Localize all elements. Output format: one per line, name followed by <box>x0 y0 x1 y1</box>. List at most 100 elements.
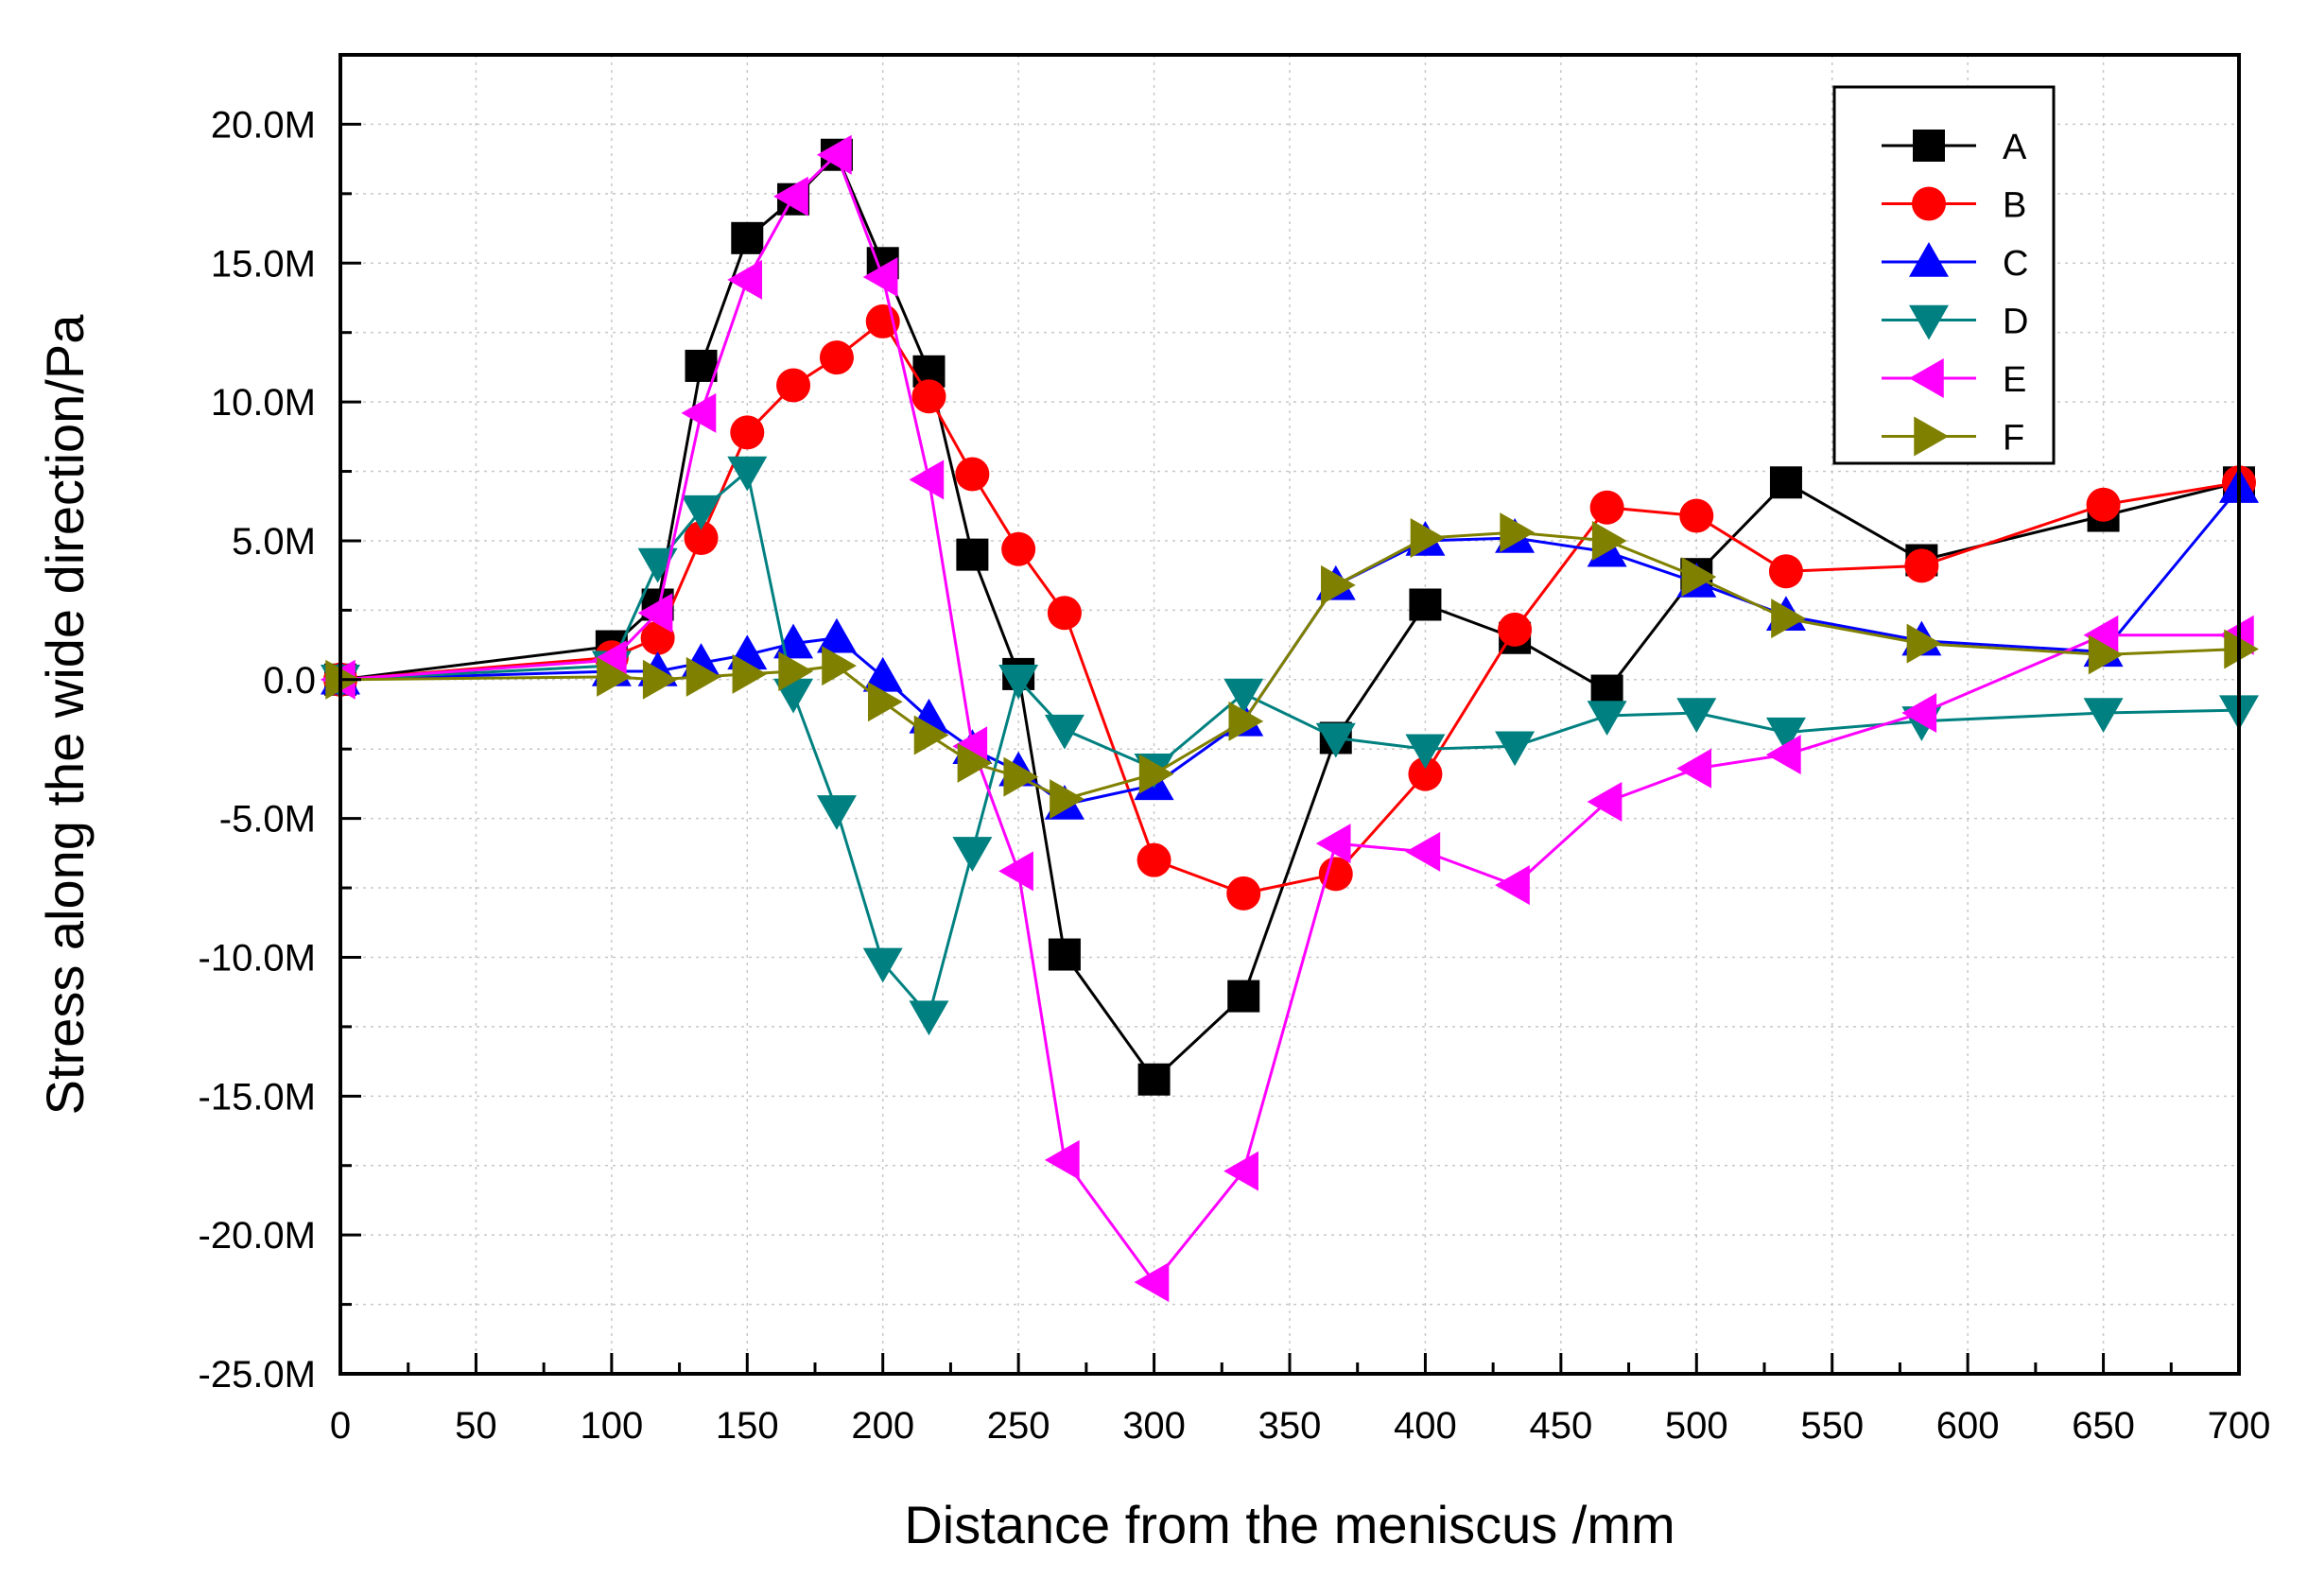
legend-label-a: A <box>2003 128 2027 167</box>
series-f-point <box>642 659 678 700</box>
series-a-point <box>731 221 764 254</box>
series-d-point <box>862 947 903 983</box>
y-tick-label: -10.0M <box>199 937 317 979</box>
series-d-point <box>952 837 993 872</box>
x-tick-label: 300 <box>1122 1405 1186 1447</box>
x-tick-label: 650 <box>2072 1405 2135 1447</box>
x-tick-label: 200 <box>851 1405 914 1447</box>
legend-item-e: E <box>1882 358 2026 400</box>
series-f-point <box>1410 518 1446 559</box>
legend-item-c: C <box>1882 242 2028 284</box>
series-b-point <box>1137 842 1171 877</box>
series-e-point <box>2083 615 2119 655</box>
x-tick-label: 100 <box>580 1405 643 1447</box>
x-tick-label: 700 <box>2208 1405 2271 1447</box>
series-a-point <box>956 538 989 571</box>
series-e-point <box>1315 824 1351 864</box>
legend-item-d: D <box>1882 303 2028 342</box>
legend-marker-a <box>1913 130 1945 162</box>
series-d-point <box>2083 698 2124 734</box>
series-b-point <box>1904 548 1939 583</box>
legend-label-b: B <box>2003 186 2026 226</box>
series-f-point <box>1591 520 1627 561</box>
y-tick-label: -15.0M <box>199 1076 317 1118</box>
legend-label-f: F <box>2003 419 2024 459</box>
x-tick-label: 50 <box>455 1405 497 1447</box>
x-tick-label: 0 <box>330 1405 351 1447</box>
series-a-point <box>1137 1063 1171 1096</box>
legend-marker-d <box>1909 304 1949 340</box>
series-d-point <box>727 456 768 492</box>
x-tick-label: 450 <box>1529 1405 1592 1447</box>
series-b-point <box>1226 876 1261 911</box>
x-axis-title: Distance from the meniscus /mm <box>904 1495 1675 1554</box>
series-f-point <box>2224 629 2259 669</box>
y-tick-label: -5.0M <box>219 799 316 841</box>
y-tick-labels: -25.0M -20.0M -15.0M -10.0M -5.0M 0.0 5.0M 10.0… <box>199 104 317 1396</box>
series-e-point <box>681 392 717 433</box>
series-e-point <box>816 134 852 175</box>
legend-item-a: A <box>1882 128 2027 167</box>
series-e-point <box>637 593 673 633</box>
series-f <box>325 512 2259 820</box>
y-tick-label: 10.0M <box>211 382 316 424</box>
x-tick-label: 250 <box>987 1405 1050 1447</box>
series-d-point <box>998 665 1039 700</box>
series-b-point <box>955 457 990 492</box>
series-f-point <box>685 656 721 697</box>
series-f-point <box>1906 623 1942 664</box>
series-e-point <box>1044 1139 1080 1180</box>
axis-ticks <box>338 53 2241 1376</box>
series-f-point <box>732 653 768 694</box>
y-tick-label: -25.0M <box>199 1354 317 1396</box>
series-b-point <box>911 379 946 414</box>
series-e-point <box>1405 831 1441 872</box>
series-a-point <box>1769 466 1802 499</box>
series-b-point <box>2086 487 2121 522</box>
series-e-point <box>773 176 808 217</box>
y-tick-label: 5.0M <box>232 521 316 563</box>
legend-marker-b <box>1912 186 1946 221</box>
legend-marker-c <box>1909 242 1949 277</box>
series-d-point <box>1405 734 1446 770</box>
series-b-point <box>1001 531 1036 566</box>
series-c-point <box>862 656 903 692</box>
series-b-point <box>776 368 811 403</box>
x-tick-label: 150 <box>716 1405 779 1447</box>
x-tick-label: 350 <box>1258 1405 1322 1447</box>
series-d-point <box>1495 731 1536 767</box>
series-f-point <box>1003 756 1039 797</box>
series-d-point <box>816 795 857 830</box>
series-group <box>321 134 2259 1303</box>
series-b-point <box>684 521 719 556</box>
series-d-point <box>1044 714 1085 750</box>
legend-item-f: F <box>1882 416 2024 459</box>
x-tick-label: 500 <box>1665 1405 1728 1447</box>
series-d-point <box>1315 722 1356 758</box>
series-f-point <box>1138 754 1174 794</box>
series-c-point <box>816 617 857 653</box>
series-e-point <box>1495 865 1530 906</box>
series-d-point <box>681 494 721 530</box>
series-a-point <box>685 349 718 382</box>
series-d-point <box>1223 678 1264 714</box>
series-b-point <box>1589 490 1624 525</box>
series-e-point <box>727 259 763 300</box>
series-e-point <box>862 256 898 297</box>
legend-label-d: D <box>2003 303 2028 342</box>
series-f-point <box>1771 598 1806 639</box>
legend-marker-e <box>1909 358 1944 398</box>
series-f-point <box>913 715 949 755</box>
series-f-point <box>957 742 993 783</box>
series-b-point <box>640 620 675 655</box>
x-tick-labels: 0 50 100 150 200 250 300 350 400 450 500 550 600 650 7… <box>330 1405 2271 1447</box>
series-f-point <box>1321 564 1356 605</box>
y-axis-title: Stress along the wide direction/Pa <box>35 314 95 1116</box>
series-b-point <box>730 415 765 450</box>
x-tick-label: 400 <box>1394 1405 1457 1447</box>
series-e-point <box>1901 693 1937 734</box>
series-d-point <box>1587 701 1627 736</box>
series-f-point <box>822 646 857 686</box>
legend-item-b: B <box>1882 186 2026 226</box>
